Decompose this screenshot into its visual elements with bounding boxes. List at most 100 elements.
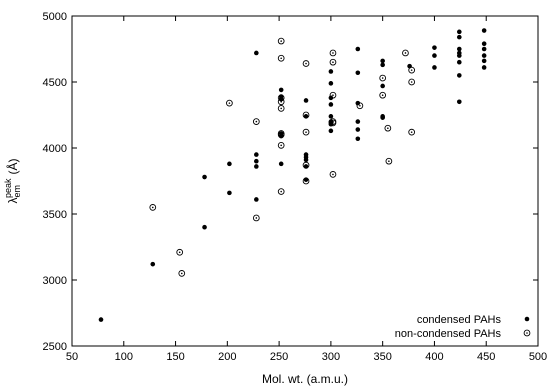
point-non-condensed: [277, 98, 285, 106]
point-condensed: [227, 161, 232, 167]
legend-label-condensed: condensed PAHs: [417, 314, 502, 326]
y-tick-label: 4000: [43, 143, 67, 155]
x-tick-label: 300: [322, 351, 340, 363]
point-condensed: [456, 59, 462, 65]
x-tick-label: 350: [373, 351, 391, 363]
point-non-condensed: [176, 248, 184, 256]
point-non-condensed: [302, 111, 310, 119]
plot-frame: [71, 15, 539, 347]
point-condensed: [380, 83, 385, 89]
x-axis-label: Mol. wt. (a.m.u.): [262, 372, 348, 386]
point-condensed: [254, 164, 259, 169]
point-condensed: [254, 50, 259, 56]
point-non-condensed: [329, 119, 337, 127]
point-condensed: [481, 41, 487, 47]
point-non-condensed: [329, 58, 337, 66]
point-condensed: [432, 45, 437, 50]
legend: condensed PAHs non-condensed PAHs: [395, 314, 531, 340]
point-non-condensed: [384, 124, 392, 132]
point-non-condensed: [277, 94, 285, 102]
point-condensed: [254, 158, 259, 164]
point-non-condensed: [302, 177, 310, 185]
legend-marker-non-condensed: [523, 329, 531, 337]
point-non-condensed: [329, 171, 337, 178]
y-tick-label: 5000: [43, 11, 67, 23]
y-axis-label: λempeak (Å): [3, 158, 22, 203]
axis-ticks: 50 100 150 200 250 300 350 400 450 500 2500 3000 350…: [43, 11, 548, 363]
point-non-condensed: [302, 60, 310, 67]
point-condensed: [278, 161, 284, 167]
point-condensed: [355, 127, 361, 132]
point-non-condensed: [408, 66, 416, 74]
data-points: [98, 28, 487, 322]
point-condensed: [328, 102, 334, 107]
x-tick-label: 250: [270, 351, 288, 363]
point-non-condensed: [277, 131, 285, 139]
point-condensed: [456, 34, 462, 40]
y-axis-label-sub: em: [12, 185, 22, 198]
point-non-condensed: [277, 105, 285, 112]
point-condensed: [278, 87, 284, 93]
point-condensed: [456, 53, 462, 58]
point-condensed: [202, 224, 207, 230]
point-condensed: [328, 128, 334, 134]
point-condensed: [98, 317, 104, 322]
x-tick-label: 150: [166, 351, 184, 363]
point-condensed: [481, 65, 487, 70]
point-condensed: [456, 46, 462, 52]
point-non-condensed: [252, 118, 260, 125]
point-non-condensed: [385, 157, 393, 165]
x-tick-label: 500: [529, 351, 547, 363]
point-condensed: [481, 46, 487, 52]
point-condensed: [328, 95, 334, 101]
svg-text:λempeak(Å): λempeak (Å): [3, 158, 22, 203]
y-axis-label-unit: (Å): [5, 158, 20, 174]
point-non-condensed: [302, 161, 310, 169]
point-condensed: [456, 29, 462, 35]
point-condensed: [380, 58, 385, 64]
y-tick-label: 3000: [43, 275, 67, 287]
point-condensed: [202, 174, 207, 180]
point-condensed: [481, 58, 487, 64]
point-non-condensed: [277, 54, 285, 62]
point-condensed: [481, 28, 487, 33]
point-non-condensed: [277, 37, 285, 45]
point-non-condensed: [302, 128, 310, 136]
point-non-condensed: [329, 49, 337, 57]
point-condensed: [355, 70, 361, 76]
point-non-condensed: [178, 270, 186, 277]
point-non-condensed: [402, 49, 409, 57]
point-non-condensed: [408, 78, 416, 86]
point-condensed: [355, 119, 361, 124]
point-condensed: [355, 100, 361, 106]
point-non-condensed: [226, 99, 233, 107]
y-tick-label: 2500: [43, 341, 67, 353]
point-condensed: [227, 190, 232, 196]
legend-marker-condensed: [524, 316, 530, 322]
x-tick-label: 100: [115, 351, 133, 363]
point-condensed: [328, 114, 334, 119]
y-tick-label: 3500: [43, 209, 67, 221]
point-condensed: [456, 73, 462, 78]
y-tick-label: 4500: [43, 77, 67, 89]
point-condensed: [328, 69, 334, 74]
legend-label-non-condensed: non-condensed PAHs: [395, 328, 502, 340]
x-tick-label: 200: [218, 351, 236, 363]
y-axis-label-main: λ: [6, 198, 20, 204]
y-axis-label-sup: peak: [3, 178, 13, 198]
point-non-condensed: [149, 204, 157, 211]
x-tick-label: 50: [66, 351, 78, 363]
point-condensed: [150, 261, 156, 267]
point-condensed: [456, 99, 462, 105]
point-non-condensed: [277, 188, 285, 195]
point-condensed: [355, 136, 361, 142]
point-non-condensed: [379, 91, 387, 99]
point-non-condensed: [379, 74, 387, 82]
point-non-condensed: [408, 128, 416, 136]
point-condensed: [254, 152, 259, 157]
point-condensed: [328, 81, 334, 86]
point-condensed: [303, 157, 309, 163]
point-condensed: [432, 65, 437, 70]
point-non-condensed: [356, 102, 364, 110]
